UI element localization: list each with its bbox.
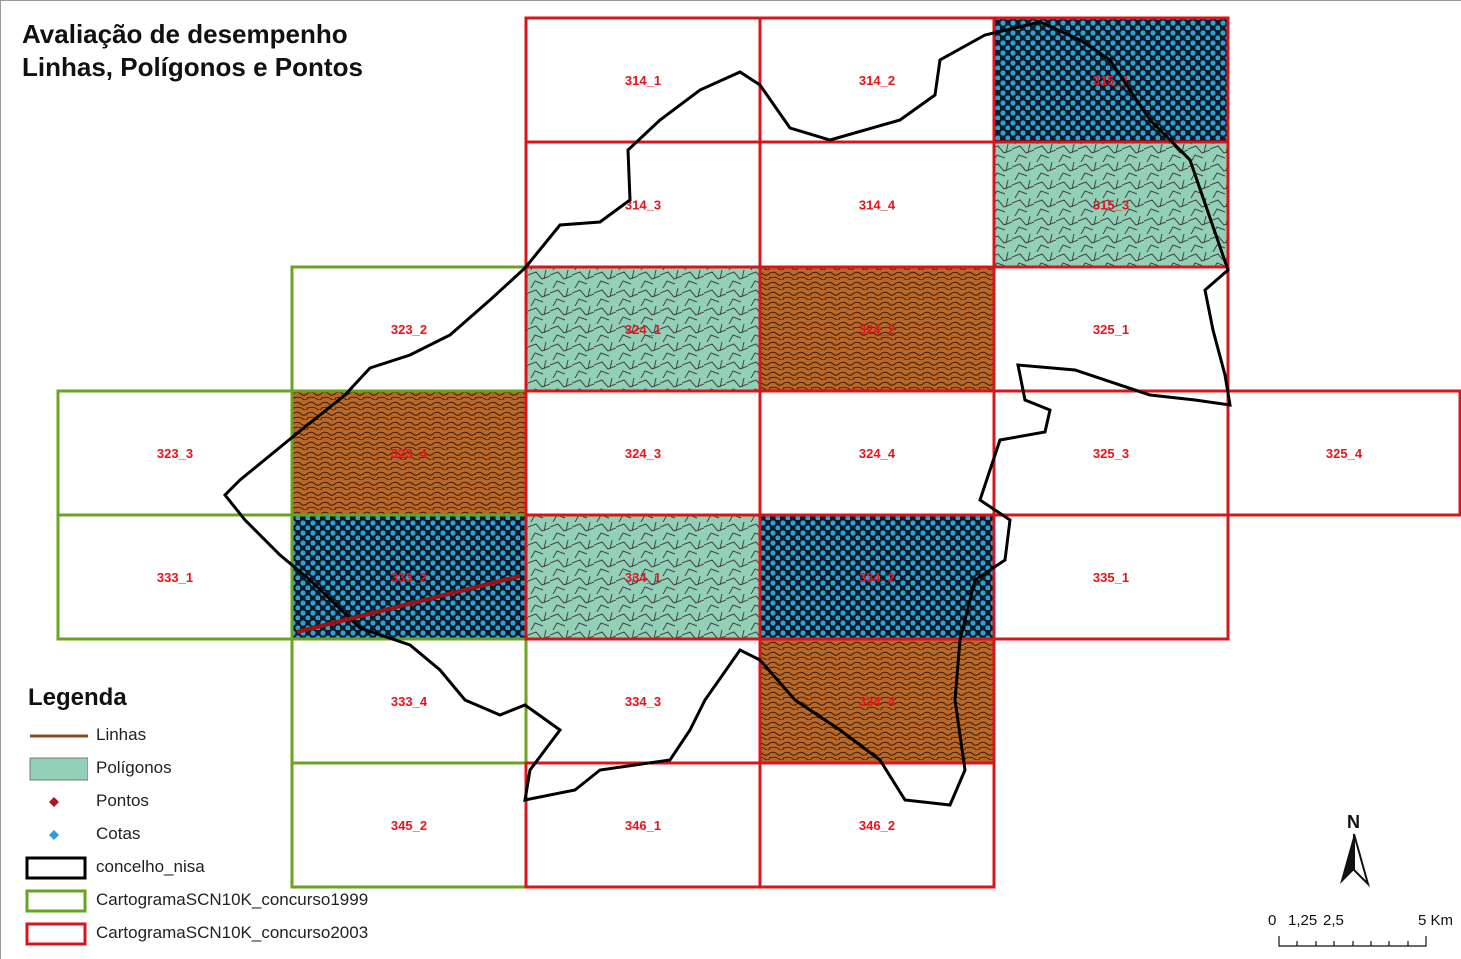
scale-tick-label: 0 xyxy=(1268,912,1277,929)
grid-cell-323_2[interactable]: 323_2 xyxy=(290,265,528,393)
legend-label: Linhas xyxy=(96,725,147,744)
grid-cell-label: 333_2 xyxy=(391,570,427,585)
grid-cell-label: 324_3 xyxy=(625,446,661,461)
grid-cell-314_3[interactable]: 314_3 xyxy=(524,140,762,269)
scale-bar: 0 1,25 2,5 5 Km xyxy=(1268,912,1460,952)
grid-cell-label: 333_1 xyxy=(157,570,193,585)
legend-item: Pontos xyxy=(24,786,444,819)
grid-cell-315_1[interactable]: 315_1 xyxy=(992,16,1230,144)
legend-symbol-box xyxy=(25,922,87,946)
grid-cell-label: 324_4 xyxy=(859,446,896,461)
grid-cell-323_3[interactable]: 323_3 xyxy=(56,389,294,517)
grid-cell-label: 334_2 xyxy=(859,570,895,585)
grid-cell-frame xyxy=(290,513,528,641)
grid-cell-315_3[interactable]: 315_3 xyxy=(992,140,1230,269)
grid-cell-314_2[interactable]: 314_2 xyxy=(758,16,996,144)
legend-item: Cotas xyxy=(24,819,444,852)
grid-cell-frame xyxy=(992,513,1230,641)
grid-cell-label: 315_3 xyxy=(1093,198,1129,213)
legend-symbol-dot xyxy=(49,830,59,840)
pontos-trail xyxy=(296,574,521,634)
grid-cell-346_2[interactable]: 346_2 xyxy=(758,761,996,889)
grid-cell-label: 325_1 xyxy=(1093,322,1129,337)
grid-cell-label: 325_3 xyxy=(1093,446,1129,461)
legend-label: CartogramaSCN10K_concurso2003 xyxy=(96,923,369,942)
grid-cell-frame xyxy=(524,513,762,641)
legend-symbol-fill xyxy=(29,757,88,781)
grid-cell-label: 324_1 xyxy=(625,322,661,337)
grid-cell-label: 323_3 xyxy=(157,446,193,461)
grid-cell-346_1[interactable]: 346_1 xyxy=(524,761,762,889)
grid-cell-label: 314_4 xyxy=(859,198,896,213)
legend: Legenda Linhas Polígonos Pontos Cotas concel… xyxy=(24,684,444,951)
grid-cell-label: 333_4 xyxy=(391,694,428,709)
scale-tick-label: 2,5 xyxy=(1323,912,1344,929)
legend-item: Linhas xyxy=(24,720,444,753)
grid-cell-frame xyxy=(1226,389,1461,517)
grid-cell-325_4[interactable]: 325_4 xyxy=(1226,389,1461,517)
grid-cell-label: 324_2 xyxy=(859,322,895,337)
legend-item: concelho_nisa xyxy=(24,852,444,885)
concelho-nisa-boundary xyxy=(222,20,1232,807)
grid-cell-label: 335_1 xyxy=(1093,570,1129,585)
grid-cell-324_3[interactable]: 324_3 xyxy=(524,389,762,517)
north-arrow-icon xyxy=(1340,833,1370,888)
map-title: Avaliação de desempenho Linhas, Polígono… xyxy=(22,18,363,84)
grid-cell-label: 334_4 xyxy=(859,694,896,709)
grid-cell-334_3[interactable]: 334_3 xyxy=(524,637,762,765)
grid-cell-334_2[interactable]: 334_2 xyxy=(758,513,996,641)
legend-item: CartogramaSCN10K_concurso1999 xyxy=(24,885,444,918)
legend-label: concelho_nisa xyxy=(96,857,205,876)
grid-cell-label: 314_1 xyxy=(625,73,661,88)
grid-cell-label: 334_3 xyxy=(625,694,661,709)
grid-cell-label: 314_2 xyxy=(859,73,895,88)
scale-tick-label: 1,25 xyxy=(1288,912,1318,929)
grid-cell-324_2[interactable]: 324_2 xyxy=(758,265,996,393)
legend-title: Legenda xyxy=(28,684,127,711)
scale-tick-label: 5 Km xyxy=(1418,912,1454,929)
grid-cell-324_4[interactable]: 324_4 xyxy=(758,389,996,517)
legend-symbol-line xyxy=(30,734,88,738)
legend-label: Cotas xyxy=(96,824,141,843)
grid-cell-frame xyxy=(758,761,996,889)
grid-cell-label: 346_1 xyxy=(625,818,661,833)
title-line-1: Avaliação de desempenho xyxy=(22,19,348,49)
grid-cell-324_1[interactable]: 324_1 xyxy=(524,265,762,393)
legend-symbol-box xyxy=(25,889,87,913)
scale-bar-graphic xyxy=(1278,936,1427,947)
legend-item: Polígonos xyxy=(24,753,444,786)
legend-item: CartogramaSCN10K_concurso2003 xyxy=(24,918,444,951)
grid-cell-335_1[interactable]: 335_1 xyxy=(992,513,1230,641)
legend-label: Polígonos xyxy=(96,758,172,777)
legend-symbol-dot xyxy=(49,797,59,807)
legend-label: Pontos xyxy=(96,791,149,810)
grid-cell-label: 346_2 xyxy=(859,818,895,833)
legend-symbol-box xyxy=(25,856,87,880)
grid-cell-label: 345_2 xyxy=(391,818,427,833)
grid-cell-label: 323_2 xyxy=(391,322,427,337)
grid-cell-314_4[interactable]: 314_4 xyxy=(758,140,996,269)
north-label: N xyxy=(1347,812,1360,832)
grid-cell-frame xyxy=(992,140,1230,269)
grid-cell-label: 323_4 xyxy=(391,446,428,461)
grid-cell-333_2[interactable]: 333_2 xyxy=(290,513,528,641)
grid-cell-label: 325_4 xyxy=(1326,446,1363,461)
grid-cell-frame xyxy=(524,265,762,393)
grid-cell-label: 334_1 xyxy=(625,570,661,585)
grid-cell-325_3[interactable]: 325_3 xyxy=(992,389,1230,517)
grid-cell-334_1[interactable]: 334_1 xyxy=(524,513,762,641)
grid-cell-label: 314_3 xyxy=(625,198,661,213)
legend-label: CartogramaSCN10K_concurso1999 xyxy=(96,890,369,909)
title-line-2: Linhas, Polígonos e Pontos xyxy=(22,52,363,82)
grid-cell-325_1[interactable]: 325_1 xyxy=(992,265,1230,393)
